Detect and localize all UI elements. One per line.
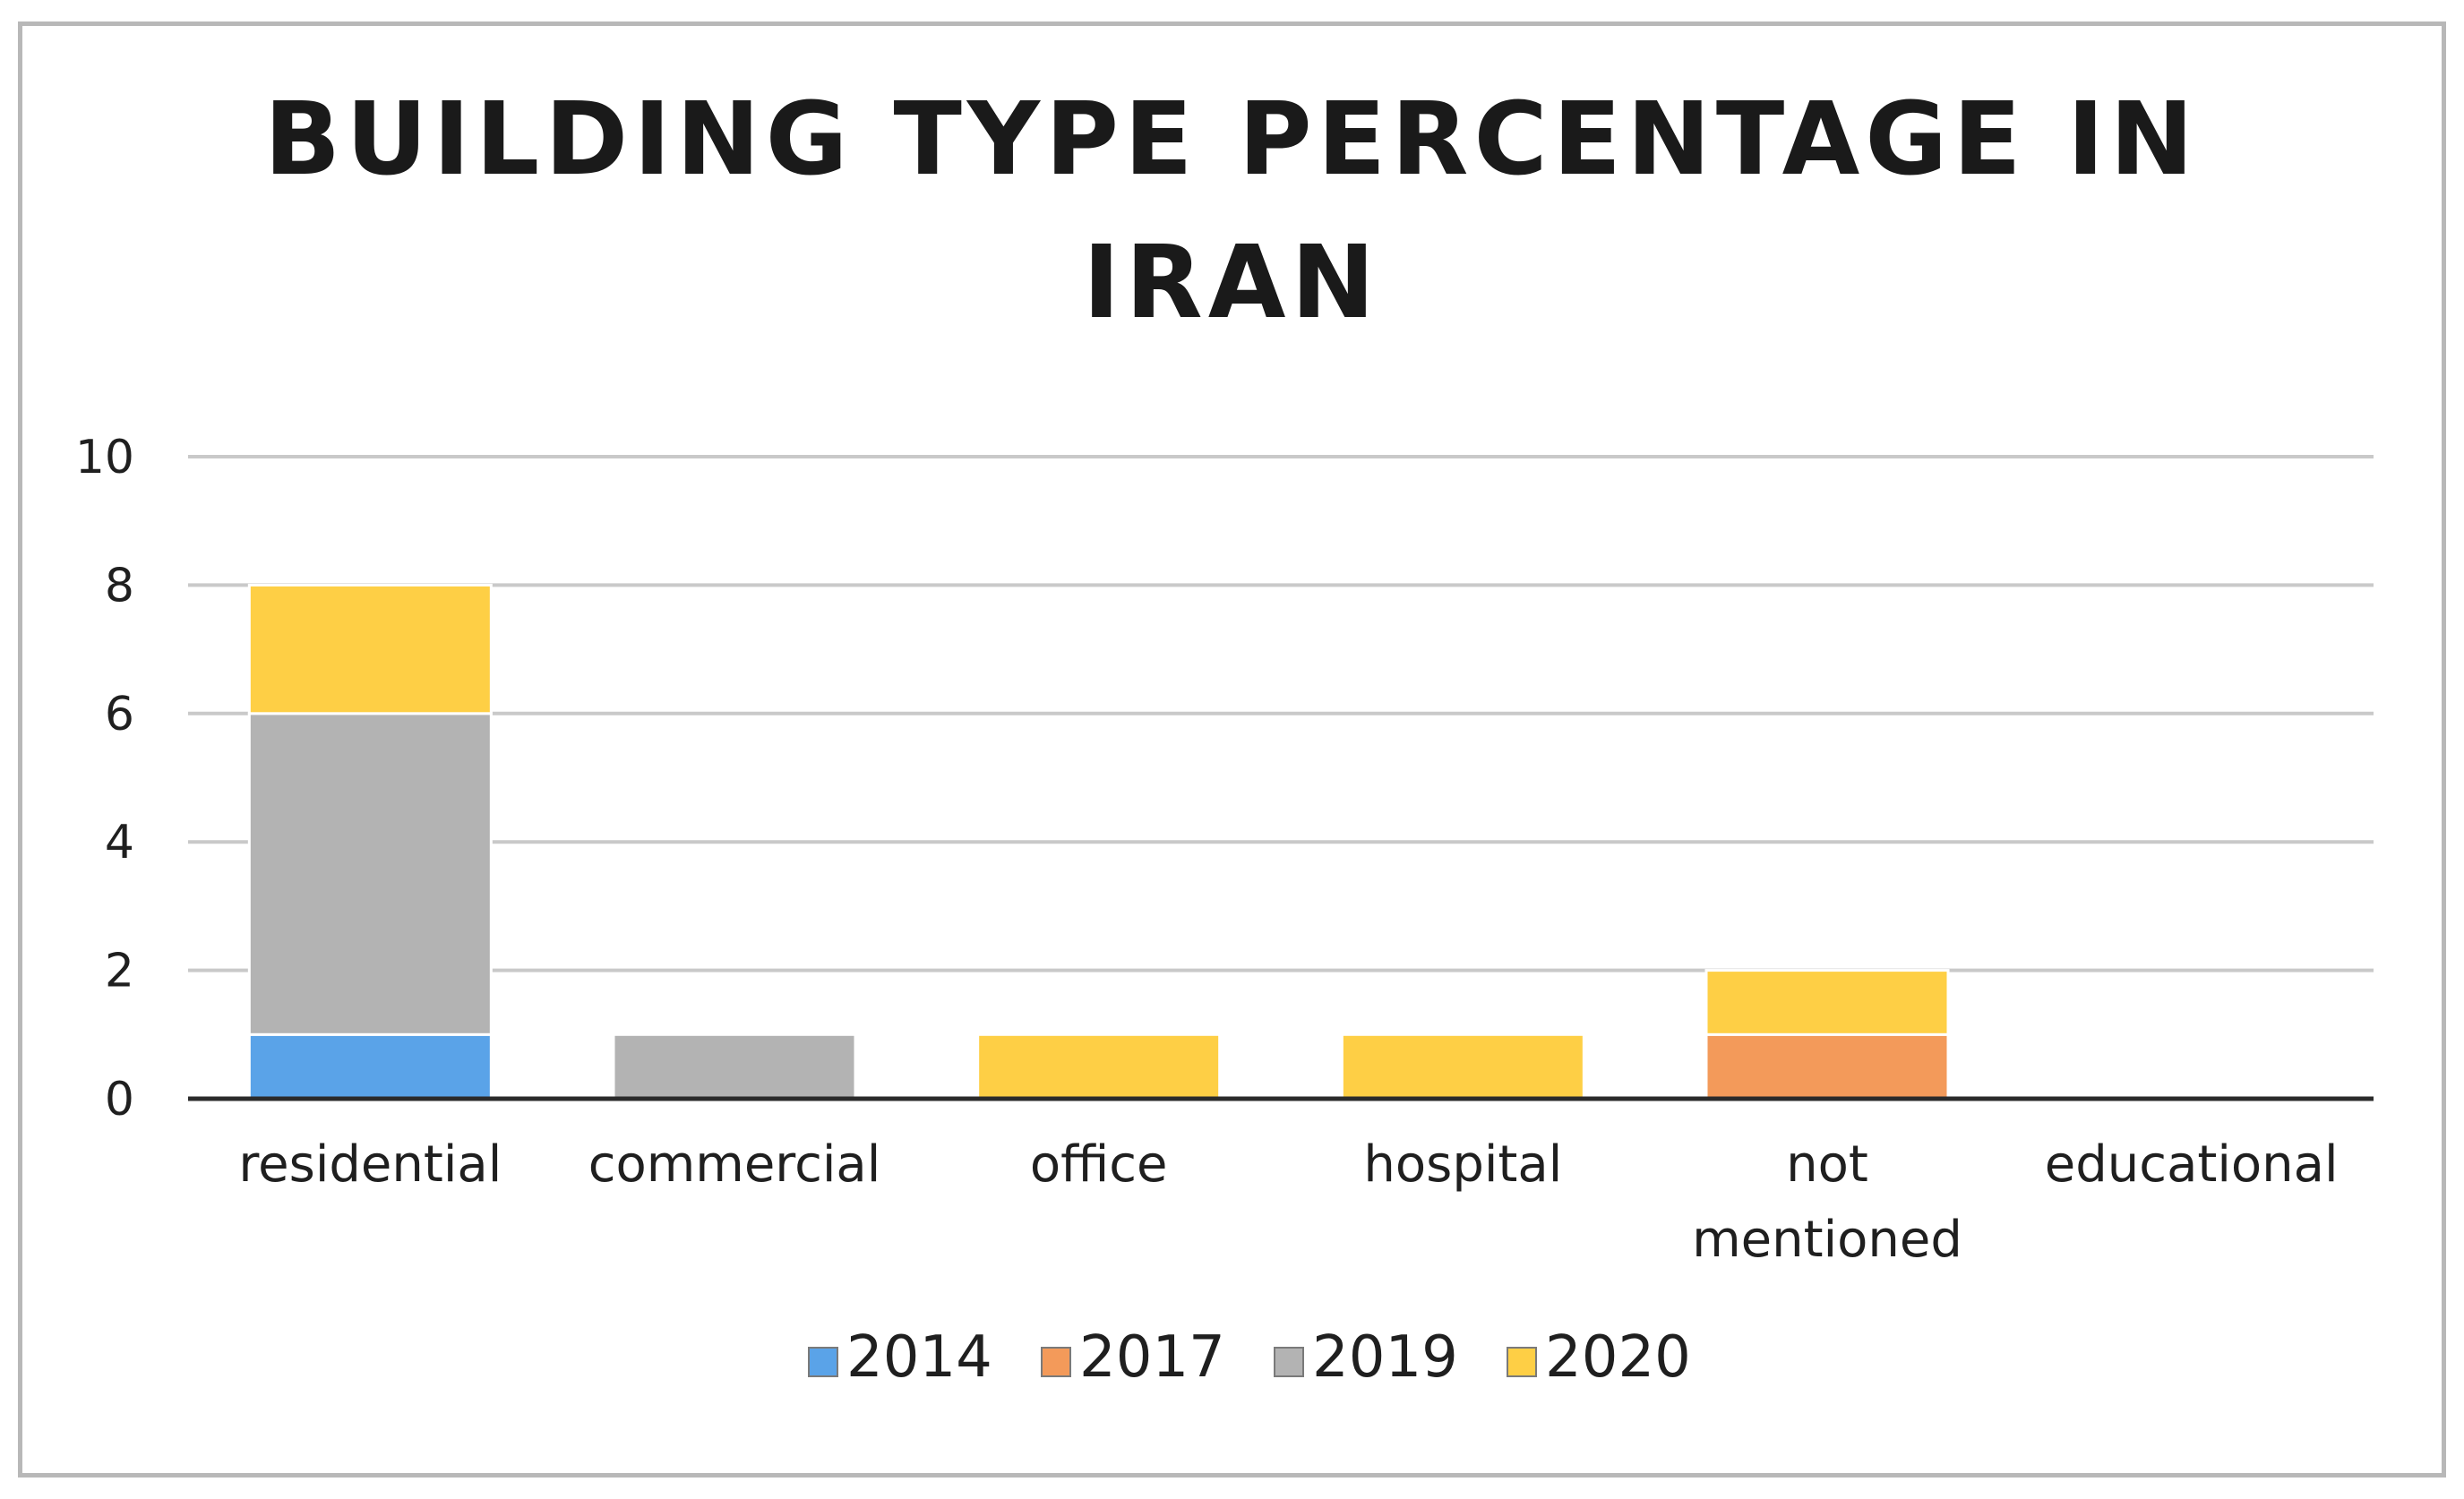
x-label-not-mentioned-line-1: not xyxy=(1786,1135,1868,1194)
y-tick-label-6: 6 xyxy=(105,688,134,741)
y-tick-label-4: 4 xyxy=(105,816,134,869)
bar-commercial-2019 xyxy=(612,1032,857,1101)
legend-label-2014: 2014 xyxy=(846,1324,992,1391)
legend-label-2020: 2020 xyxy=(1545,1324,1691,1391)
x-label-residential: residential xyxy=(238,1135,502,1194)
bar-residential-2020 xyxy=(247,583,493,715)
legend-item-2020: 2020 xyxy=(1507,1324,1691,1391)
legend-swatch-2019 xyxy=(1274,1347,1304,1377)
legend-swatch-2020 xyxy=(1507,1347,1537,1377)
y-tick-label-2: 2 xyxy=(105,945,134,998)
bar-residential-2019 xyxy=(247,712,493,1036)
y-axis-ticks: 0 2 4 6 8 10 xyxy=(75,431,134,1126)
chart-title: BUILDING TYPE PERCENTAGE IN IRAN xyxy=(264,81,2199,341)
x-label-educational: educational xyxy=(2045,1135,2339,1194)
legend-swatch-2017 xyxy=(1041,1347,1071,1377)
x-label-hospital: hospital xyxy=(1363,1135,1562,1194)
bar-hospital-2020 xyxy=(1340,1032,1585,1101)
x-axis-labels: residential commercial office hospital not me… xyxy=(238,1135,2338,1269)
chart-frame: BUILDING TYPE PERCENTAGE IN IRAN 0 2 4 6 8 10 … xyxy=(18,21,2446,1478)
legend-swatch-2014 xyxy=(808,1347,838,1377)
x-label-office: office xyxy=(1030,1135,1168,1194)
y-tick-label-0: 0 xyxy=(105,1073,134,1126)
bar-residential-2014 xyxy=(247,1032,493,1101)
legend: 2014 2017 2019 2020 xyxy=(808,1324,1691,1391)
legend-item-2014: 2014 xyxy=(808,1324,992,1391)
legend-label-2017: 2017 xyxy=(1079,1324,1225,1391)
x-label-commercial: commercial xyxy=(588,1135,881,1194)
bars xyxy=(247,583,1950,1101)
y-tick-label-8: 8 xyxy=(105,559,134,612)
legend-item-2017: 2017 xyxy=(1041,1324,1225,1391)
gridlines xyxy=(188,455,2374,972)
y-tick-label-10: 10 xyxy=(75,431,134,484)
chart-title-line-2: IRAN xyxy=(1083,225,1380,341)
bar-not-mentioned-2017 xyxy=(1704,1032,1950,1101)
legend-label-2019: 2019 xyxy=(1312,1324,1458,1391)
chart-title-line-1: BUILDING TYPE PERCENTAGE IN xyxy=(264,81,2199,198)
x-label-not-mentioned-line-2: mentioned xyxy=(1692,1211,1962,1269)
legend-item-2019: 2019 xyxy=(1274,1324,1458,1391)
bar-office-2020 xyxy=(976,1032,1222,1101)
bar-not-mentioned-2020 xyxy=(1704,969,1950,1036)
